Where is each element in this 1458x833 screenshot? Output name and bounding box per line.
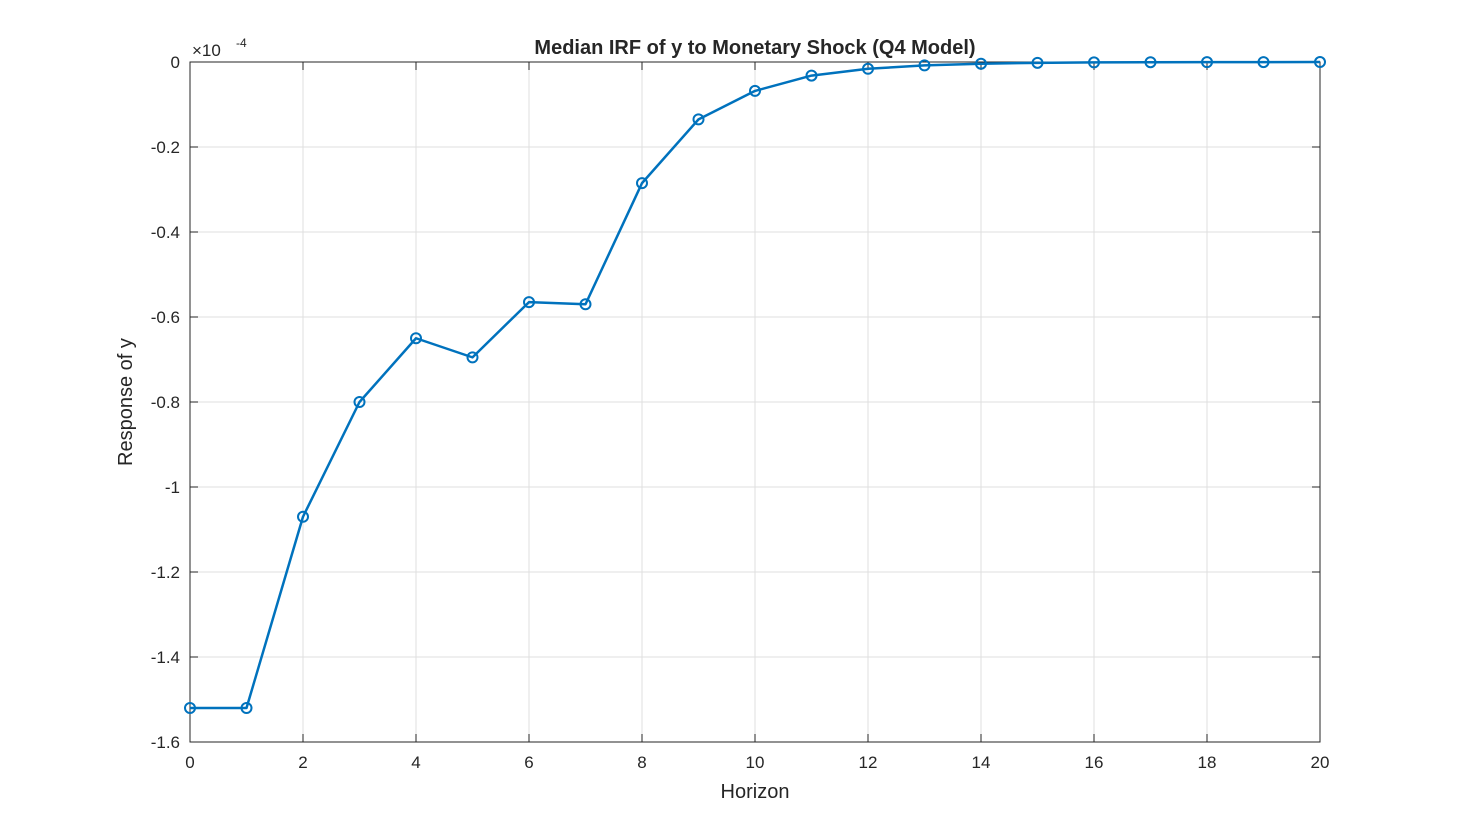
x-tick-label: 16 xyxy=(1085,753,1104,772)
data-point xyxy=(297,510,309,523)
y-axis-label: Response of y xyxy=(115,338,137,466)
y-tick-label: -0.6 xyxy=(151,308,180,327)
x-tick-label: 20 xyxy=(1311,753,1330,772)
series-line xyxy=(190,60,1321,710)
y-axis-exponent: ×10 -4 xyxy=(192,36,247,60)
data-point xyxy=(805,69,818,82)
data-point xyxy=(975,57,987,70)
series-markers xyxy=(184,56,1326,714)
y-tick-label: -0.8 xyxy=(151,393,180,412)
x-tick-label: 0 xyxy=(185,753,194,772)
y-tick-label: -0.4 xyxy=(151,223,180,242)
x-tick-label: 18 xyxy=(1198,753,1217,772)
data-point xyxy=(240,702,253,714)
data-point xyxy=(1201,56,1213,69)
data-point xyxy=(692,113,705,126)
data-point xyxy=(1314,56,1326,69)
data-point xyxy=(184,702,196,714)
data-line xyxy=(190,60,1321,710)
data-point xyxy=(410,332,422,345)
data-point xyxy=(353,396,366,408)
y-tick-label: -1 xyxy=(165,478,180,497)
data-point xyxy=(579,298,592,311)
data-point xyxy=(466,351,479,364)
x-tick-label: 14 xyxy=(972,753,991,772)
x-axis-ticks: 0 2 4 6 8 10 12 14 16 18 20 xyxy=(185,62,1329,772)
data-point xyxy=(1257,56,1270,69)
data-point xyxy=(636,177,648,190)
chart-title: Median IRF of y to Monetary Shock (Q4 Mo… xyxy=(534,37,975,59)
x-tick-label: 8 xyxy=(637,753,646,772)
y-tick-label: 0 xyxy=(171,53,180,72)
y-tick-label: -1.4 xyxy=(151,648,180,667)
x-tick-label: 2 xyxy=(298,753,307,772)
data-point xyxy=(1088,56,1100,69)
data-point xyxy=(749,84,761,97)
data-point xyxy=(1031,56,1044,69)
x-axis-label: Horizon xyxy=(721,781,790,803)
x-tick-label: 4 xyxy=(411,753,420,772)
x-tick-label: 6 xyxy=(524,753,533,772)
data-point xyxy=(523,296,535,309)
y-tick-label: -1.6 xyxy=(151,733,180,752)
y-axis-ticks: -1.6 -1.4 -1.2 -1 -0.8 -0.6 -0.4 -0.2 0 xyxy=(151,53,1320,752)
x-tick-label: 10 xyxy=(746,753,765,772)
x-tick-label: 12 xyxy=(859,753,878,772)
data-point xyxy=(918,59,931,72)
data-point xyxy=(862,62,874,75)
y-exponent-base: ×10 xyxy=(192,41,221,60)
plot-axes: 0 2 4 6 8 10 12 14 16 18 20 -1.6 -1.4 -1.2 -1 -0.8 -0.6… xyxy=(151,53,1330,772)
y-tick-label: -1.2 xyxy=(151,563,180,582)
y-exponent-power: -4 xyxy=(236,36,247,50)
data-point xyxy=(1144,56,1157,69)
y-tick-label: -0.2 xyxy=(151,138,180,157)
